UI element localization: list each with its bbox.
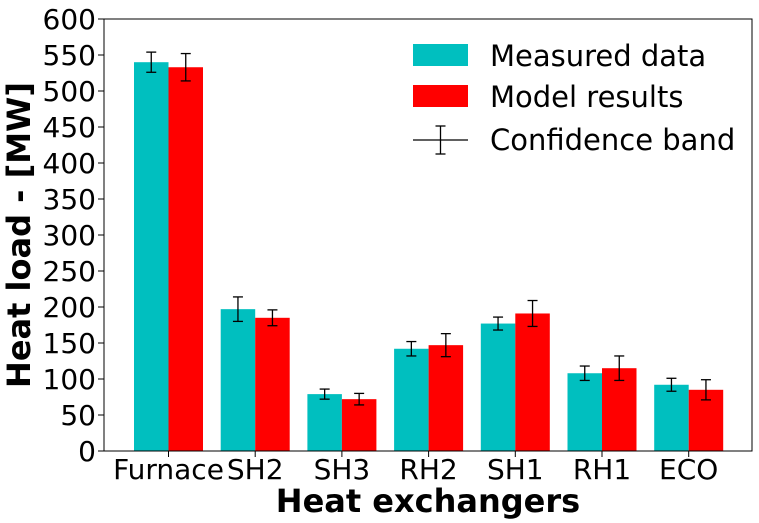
y-tick-label: 450 <box>43 111 96 144</box>
y-tick-label: 400 <box>43 147 96 180</box>
legend: Measured data Model results Confidence b… <box>413 39 735 157</box>
y-tick-label: 600 <box>43 3 96 36</box>
y-tick-label: 550 <box>43 39 96 72</box>
errorbar-measured-data-eco <box>666 377 677 392</box>
bar-model-results-sh1 <box>515 313 550 451</box>
y-tick-label: 200 <box>43 291 96 324</box>
legend-label-model: Model results <box>490 80 683 114</box>
x-tick-label: SH2 <box>227 453 284 486</box>
bars-layer <box>134 62 724 452</box>
errorbar-model-results-rh1 <box>614 355 625 382</box>
y-tick-label: 100 <box>43 363 96 396</box>
errorbar-measured-data-sh3 <box>319 388 330 400</box>
bar-measured-data-rh1 <box>567 373 602 451</box>
y-tick-label: 500 <box>43 75 96 108</box>
y-tick-label: 0 <box>78 435 96 468</box>
y-axis-title: Heat load - [MW] <box>0 82 38 388</box>
bar-measured-data-eco <box>654 384 689 451</box>
errorbar-measured-data-sh1 <box>493 316 504 331</box>
bar-model-results-furnace <box>168 67 203 452</box>
x-tick-label: SH1 <box>487 453 544 486</box>
errorbar-measured-data-rh1 <box>579 365 590 382</box>
y-tick-label: 150 <box>43 327 96 360</box>
y-tick-label: 300 <box>43 219 96 252</box>
legend-errorbar-symbol <box>413 125 468 155</box>
x-tick-label: ECO <box>659 453 718 486</box>
x-tick-label: RH2 <box>399 453 457 486</box>
x-axis: Furnace SH2 SH3 RH2 SH1 RH1 ECO <box>113 451 718 486</box>
y-tick-label: 350 <box>43 183 96 216</box>
error-bars-layer <box>146 51 711 406</box>
x-tick-label: Furnace <box>113 453 224 486</box>
bar-measured-data-rh2 <box>394 348 429 451</box>
legend-label-confidence: Confidence band <box>490 123 735 157</box>
errorbar-measured-data-rh2 <box>406 340 417 357</box>
errorbar-model-results-sh2 <box>267 309 278 327</box>
bar-model-results-sh2 <box>255 317 290 451</box>
errorbar-measured-data-sh2 <box>232 296 243 323</box>
y-tick-label: 250 <box>43 255 96 288</box>
errorbar-model-results-rh2 <box>440 332 451 358</box>
x-tick-label: SH3 <box>314 453 371 486</box>
bar-model-results-sh3 <box>341 399 377 451</box>
bar-model-results-rh2 <box>428 345 464 451</box>
errorbar-model-results-sh1 <box>527 299 538 328</box>
errorbar-model-results-sh3 <box>354 392 365 406</box>
bar-measured-data-sh1 <box>480 323 516 451</box>
y-tick-label: 50 <box>60 399 96 432</box>
bar-measured-data-furnace <box>134 62 169 451</box>
bar-measured-data-sh2 <box>220 309 256 451</box>
legend-swatch-measured <box>413 44 468 66</box>
errorbar-model-results-eco <box>700 379 711 401</box>
x-axis-title: Heat exchangers <box>276 482 580 520</box>
legend-label-measured: Measured data <box>490 39 706 73</box>
bar-measured-data-sh3 <box>307 394 342 451</box>
x-tick-label: RH1 <box>573 453 631 486</box>
errorbar-measured-data-furnace <box>146 51 157 73</box>
legend-swatch-model <box>413 85 468 107</box>
bar-model-results-rh1 <box>602 368 637 451</box>
errorbar-model-results-furnace <box>180 52 191 82</box>
